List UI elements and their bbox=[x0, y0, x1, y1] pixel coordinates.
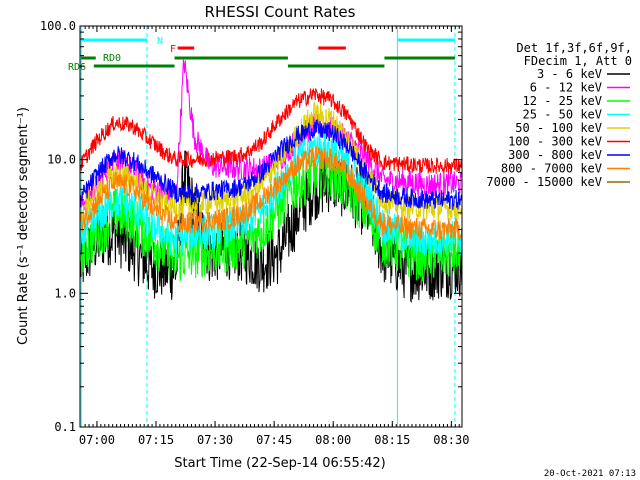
legend-header-line-1: Det 1f,3f,6f,9f, bbox=[516, 41, 632, 55]
y-axis-label: Count Rate (s⁻¹ detector segment⁻¹) bbox=[16, 107, 31, 345]
series-line-7 bbox=[79, 145, 463, 241]
y-tick-label: 100.0 bbox=[40, 19, 76, 33]
chart-title: RHESSI Count Rates bbox=[205, 3, 356, 21]
annotation-label-n: N bbox=[157, 36, 163, 47]
legend-label-1: 6 - 12 keV bbox=[530, 81, 602, 95]
series-line-1 bbox=[79, 59, 463, 211]
series-line-6 bbox=[79, 119, 463, 210]
x-tick-label: 07:45 bbox=[256, 433, 292, 447]
series-line-5 bbox=[79, 87, 463, 175]
annotation-label-f: F bbox=[170, 44, 176, 55]
legend-label-2: 12 - 25 keV bbox=[523, 94, 602, 108]
legend-label-4: 50 - 100 keV bbox=[515, 121, 602, 135]
legend-label-0: 3 - 6 keV bbox=[537, 67, 602, 81]
annotation-markers: NF RD0 RD6 bbox=[68, 36, 455, 73]
x-tick-label: 08:00 bbox=[315, 433, 351, 447]
legend-header-line-2: FDecim 1, Att 0 bbox=[524, 54, 632, 68]
series-line-3 bbox=[79, 130, 463, 258]
x-tick-label: 07:00 bbox=[79, 433, 115, 447]
plot-frame bbox=[79, 25, 463, 428]
annotation-label-rd6: RD6 bbox=[68, 62, 86, 73]
y-tick-label: 0.1 bbox=[54, 420, 76, 434]
legend-label-6: 300 - 800 keV bbox=[508, 148, 602, 162]
y-tick-label: 10.0 bbox=[47, 153, 76, 167]
x-tick-label: 07:30 bbox=[197, 433, 233, 447]
series-group bbox=[79, 59, 463, 303]
legend-label-8: 7000 - 15000 keV bbox=[486, 175, 602, 189]
legend-label-3: 25 - 50 keV bbox=[523, 108, 602, 122]
x-tick-label: 08:30 bbox=[433, 433, 469, 447]
series-line-0 bbox=[79, 150, 463, 303]
x-axis-label: Start Time (22-Sep-14 06:55:42) bbox=[174, 456, 385, 471]
x-tick-label: 07:15 bbox=[138, 433, 174, 447]
legend-label-5: 100 - 300 keV bbox=[508, 135, 602, 149]
x-axis-ticks: 07:00 07:15 07:30 07:45 08:00 08:15 08:30 bbox=[79, 26, 469, 447]
timestamp: 20-Oct-2021 07:13 bbox=[544, 469, 636, 479]
x-tick-label: 08:15 bbox=[374, 433, 410, 447]
y-axis-ticks: 0.1 1.0 10.0 100.0 bbox=[40, 19, 462, 434]
annotation-label-rd0: RD0 bbox=[103, 53, 121, 64]
legend-label-7: 800 - 7000 keV bbox=[501, 162, 602, 176]
y-tick-label: 1.0 bbox=[54, 286, 76, 300]
